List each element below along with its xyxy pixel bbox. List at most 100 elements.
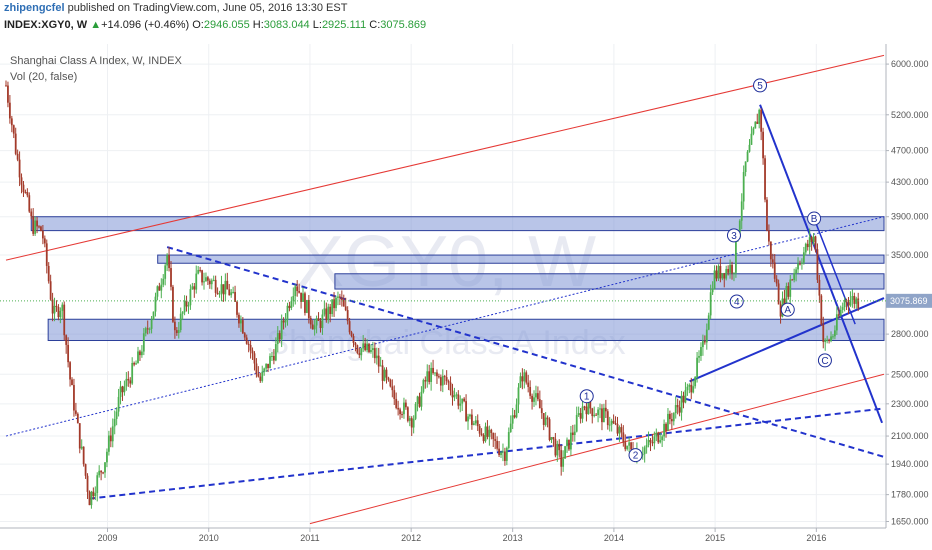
candle-body: [290, 301, 293, 308]
wave-label-C: C: [821, 356, 828, 367]
candle-body: [294, 286, 297, 297]
wave-label-A: A: [784, 305, 791, 316]
price-chart[interactable]: XGY0, W Shanghai Class A Index 534BAC12 …: [0, 44, 932, 550]
candle-body: [533, 397, 535, 402]
candle-body: [129, 380, 132, 384]
candle-body: [333, 299, 335, 309]
candle-body: [729, 264, 731, 273]
candle-body: [482, 435, 485, 442]
price-tick-label: 2500.000: [891, 369, 929, 379]
price-axis[interactable]: 6000.000 5200.000 4700.000 4300.000 3900.000…: [0, 44, 932, 550]
price-tick-label: 1780.000: [891, 490, 929, 500]
candle-body: [455, 394, 458, 396]
price-tick-label: 1650.000: [891, 516, 929, 526]
time-tick-label: 2016: [806, 533, 826, 543]
time-tick-label: 2009: [97, 533, 117, 543]
candle-body: [758, 109, 761, 124]
candle-body: [476, 420, 479, 427]
candle-body: [208, 280, 211, 285]
candle-body: [403, 402, 405, 415]
candle-body: [626, 445, 629, 450]
candle-body: [271, 355, 273, 357]
candle-body: [777, 283, 780, 305]
candles: [5, 80, 860, 509]
candle-body: [465, 401, 467, 422]
publisher-name[interactable]: zhipengcfel: [4, 2, 65, 14]
candle-body: [370, 350, 372, 352]
candle-body: [406, 407, 409, 421]
high-value: 3083.044: [263, 19, 310, 31]
candle-body: [210, 280, 213, 285]
candle-body: [779, 304, 782, 317]
candle-body: [622, 432, 625, 443]
candle-body: [78, 423, 81, 449]
candle-body: [304, 293, 306, 313]
candle-body: [300, 292, 302, 302]
candle-body: [752, 128, 755, 134]
candle-body: [612, 420, 615, 424]
candle-body: [144, 328, 147, 334]
candle-body: [96, 475, 99, 494]
channel-lower-line: [309, 373, 885, 525]
candle-body: [88, 491, 91, 506]
low-label: L:: [312, 19, 322, 31]
candle-body: [575, 415, 578, 432]
candle-body: [139, 351, 141, 356]
grid: [0, 44, 886, 528]
candle-body: [717, 265, 720, 279]
candle-body: [249, 344, 252, 351]
candle-body: [764, 158, 766, 200]
candle-body: [140, 351, 143, 356]
candle-body: [98, 470, 101, 476]
candle-body: [554, 438, 557, 456]
candle-body: [585, 406, 588, 415]
candle-body: [5, 85, 7, 87]
candle-body: [179, 313, 182, 331]
candle-body: [259, 376, 262, 381]
candle-body: [808, 237, 811, 248]
candle-body: [337, 296, 339, 298]
candle-body: [795, 269, 797, 274]
candle-body: [32, 216, 35, 234]
candle-body: [47, 265, 50, 282]
candle-body: [843, 299, 846, 308]
candle-body: [38, 226, 40, 228]
candle-body: [443, 376, 446, 378]
price-tick-label: 4300.000: [891, 177, 929, 187]
candle-body: [43, 238, 46, 244]
candle-body: [432, 367, 434, 374]
candle-body: [496, 440, 499, 449]
candle-body: [799, 263, 801, 265]
candle-body: [604, 407, 607, 412]
candle-body: [610, 420, 613, 425]
time-tick-label: 2013: [503, 533, 523, 543]
legend-volume: Vol (20, false): [10, 71, 77, 83]
candle-body: [744, 161, 747, 173]
time-axis[interactable]: 2009 2010 2011 2012 2013 2014 2015 2016: [0, 527, 886, 543]
candle-body: [603, 407, 605, 423]
candle-body: [397, 407, 400, 410]
candle-body: [80, 446, 83, 449]
candle-body: [548, 419, 551, 440]
candle-body: [564, 446, 566, 459]
candle-body: [327, 306, 330, 321]
candle-body: [319, 320, 322, 329]
candle-body: [459, 403, 462, 406]
price-tick-label: 1940.000: [891, 459, 929, 469]
candle-body: [354, 342, 357, 346]
candle-body: [76, 413, 79, 424]
candle-body: [399, 409, 401, 415]
candle-body: [22, 184, 25, 193]
candle-body: [104, 462, 106, 473]
candle-body: [773, 262, 776, 279]
candle-body: [189, 289, 192, 306]
candle-body: [801, 262, 803, 264]
candle-body: [375, 355, 378, 359]
candle-body: [226, 280, 229, 290]
candle-body: [241, 320, 244, 334]
wave-circle-B: [807, 211, 822, 226]
candle-body: [368, 343, 370, 352]
candle-body: [428, 371, 431, 382]
falling-trend-line: [759, 104, 883, 424]
candle-body: [775, 278, 778, 284]
